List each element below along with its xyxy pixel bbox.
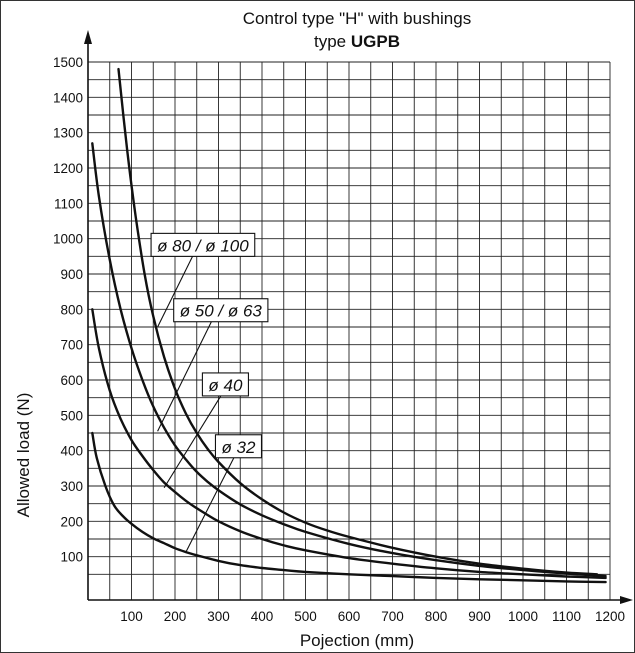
x-tick-label: 300 [207, 609, 230, 624]
y-tick-label: 200 [60, 514, 83, 529]
x-tick-label: 1100 [552, 609, 581, 624]
x-tick-label: 500 [294, 609, 317, 624]
grid-layer [88, 61, 611, 600]
y-tick-label: 1500 [53, 55, 83, 70]
y-tick-label: 500 [60, 408, 83, 423]
tick-label-layer: 100 200 300 400 500 600 700 800 900 1000 1100 1200 1… [53, 55, 625, 624]
series-callout-leader [157, 256, 194, 328]
x-tick-label: 100 [120, 609, 143, 624]
series-callout-label: ø 32 [221, 438, 256, 457]
series-callout: ø 50 / ø 63 [157, 298, 269, 432]
chart-title-prefix: type [314, 32, 351, 51]
chart-title-bold: UGPB [351, 32, 400, 51]
y-tick-label: 1100 [54, 196, 83, 211]
series-callout: ø 80 / ø 100 [150, 232, 256, 328]
series-callout-box [173, 298, 269, 323]
x-tick-label: 200 [164, 609, 187, 624]
series-callout: ø 40 [163, 372, 249, 489]
x-tick-label: 600 [338, 609, 361, 624]
x-tick-label: 800 [425, 609, 448, 624]
y-tick-label: 700 [60, 338, 83, 353]
x-tick-label: 1200 [595, 609, 625, 624]
series-callout-box [201, 372, 249, 397]
series-callout-box [150, 232, 256, 257]
x-tick-label: 900 [468, 609, 491, 624]
y-axis-arrow [84, 30, 92, 44]
series-callout: ø 32 [185, 434, 263, 553]
y-axis-label: Allowed load (N) [14, 393, 33, 518]
x-tick-label: 1000 [508, 609, 538, 624]
y-tick-label: 800 [60, 302, 83, 317]
y-tick-label: 300 [60, 479, 83, 494]
series-callout-leader [157, 321, 212, 432]
series-callout-leader [163, 395, 222, 489]
y-tick-label: 900 [60, 267, 83, 282]
x-tick-label: 700 [381, 609, 404, 624]
series-callout-leader [185, 457, 235, 553]
series-callout-label: ø 40 [208, 376, 243, 395]
x-tick-label: 400 [251, 609, 274, 624]
chart-title-line1: Control type "H" with bushings [243, 9, 471, 28]
series-line-32 [91, 431, 607, 584]
axes-layer [84, 30, 633, 604]
x-axis-arrow [620, 596, 633, 604]
series-line-50-63 [91, 142, 607, 578]
series-callout-label: ø 80 / ø 100 [157, 236, 249, 255]
y-tick-label: 1300 [53, 126, 83, 141]
y-tick-label: 1400 [53, 90, 83, 105]
y-tick-label: 400 [60, 444, 83, 459]
series-layer [91, 67, 607, 584]
y-tick-label: 600 [60, 373, 83, 388]
series-line-40 [91, 308, 607, 580]
y-tick-label: 1000 [53, 232, 83, 247]
series-callout-label: ø 50 / ø 63 [180, 302, 263, 321]
series-line-80-100 [117, 67, 599, 576]
y-tick-label: 100 [60, 550, 83, 565]
y-tick-label: 1200 [53, 161, 83, 176]
series-callout-box [214, 434, 263, 459]
chart-title-line2: type UGPB [314, 32, 400, 51]
x-axis-label: Pojection (mm) [300, 631, 414, 650]
annotation-layer: ø 80 / ø 100 ø 50 / ø 63 ø 40 ø 32 [150, 232, 269, 553]
